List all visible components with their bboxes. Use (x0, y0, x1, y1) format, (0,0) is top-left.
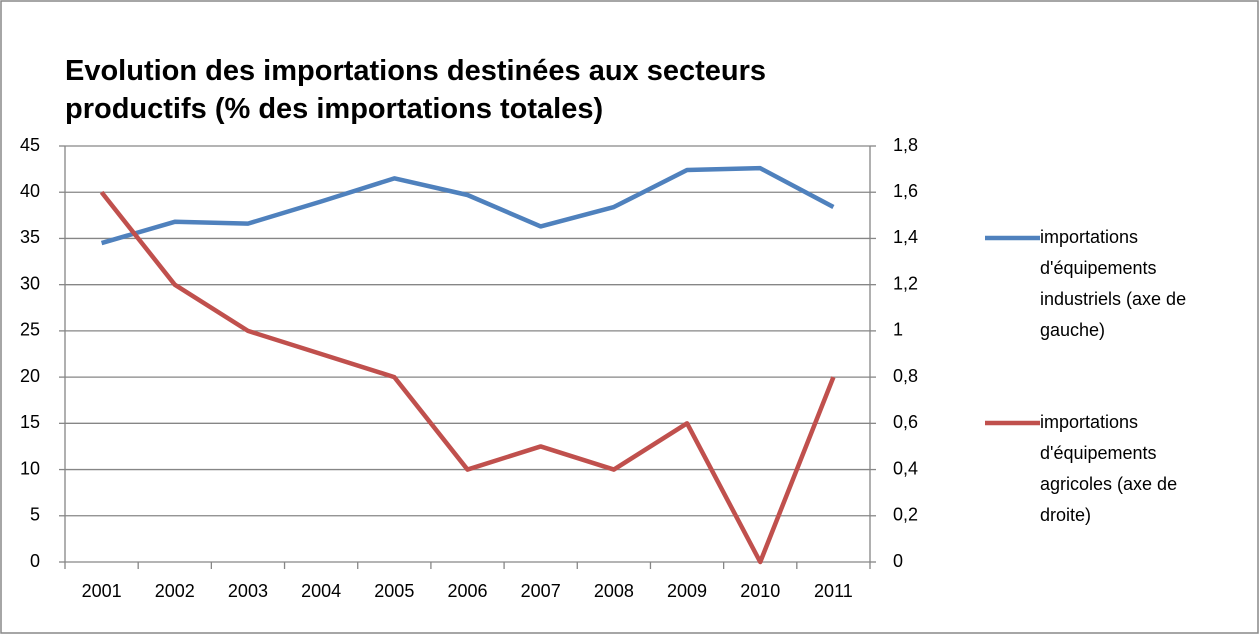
x-tick-label: 2004 (301, 581, 341, 601)
series-line (99, 190, 836, 565)
y-tick-label: 30 (20, 273, 40, 293)
y2-tick-label: 0,2 (893, 505, 918, 525)
y-tick-label: 45 (20, 135, 40, 155)
chart-title: Evolution des importations destinées aux… (65, 55, 767, 125)
y-tick-label: 10 (20, 458, 40, 478)
x-tick-label: 2007 (521, 581, 561, 601)
y2-tick-label: 1,8 (893, 135, 918, 155)
x-tick-label: 2008 (594, 581, 634, 601)
y-tick-label: 0 (30, 551, 40, 571)
y2-tick-label: 0,8 (893, 366, 918, 386)
y2-tick-label: 1 (893, 320, 903, 340)
y2-tick-label: 0,6 (893, 412, 918, 432)
x-tick-label: 2002 (155, 581, 195, 601)
y-tick-label: 40 (20, 181, 40, 201)
y2-tick-label: 0,4 (893, 458, 918, 478)
legend-label: importations d'équipements industriels (… (1040, 227, 1187, 340)
y-tick-label: 25 (20, 320, 40, 340)
y-tick-label: 35 (20, 227, 40, 247)
x-tick-label: 2006 (447, 581, 487, 601)
y2-tick-label: 1,6 (893, 181, 918, 201)
y2-tick-label: 1,2 (893, 273, 918, 293)
legend-label: importations d'équipements agricoles (ax… (1040, 412, 1178, 525)
y-tick-label: 20 (20, 366, 40, 386)
x-tick-label: 2010 (740, 581, 780, 601)
series-line (100, 165, 835, 246)
x-tick-label: 2009 (667, 581, 707, 601)
y-tick-label: 15 (20, 412, 40, 432)
x-tick-label: 2005 (374, 581, 414, 601)
x-tick-label: 2011 (814, 581, 853, 601)
y-tick-label: 5 (30, 505, 40, 525)
x-tick-label: 2003 (228, 581, 268, 601)
y2-tick-label: 1,4 (893, 227, 918, 247)
y2-tick-label: 0 (893, 551, 903, 571)
x-tick-label: 2001 (82, 581, 122, 601)
